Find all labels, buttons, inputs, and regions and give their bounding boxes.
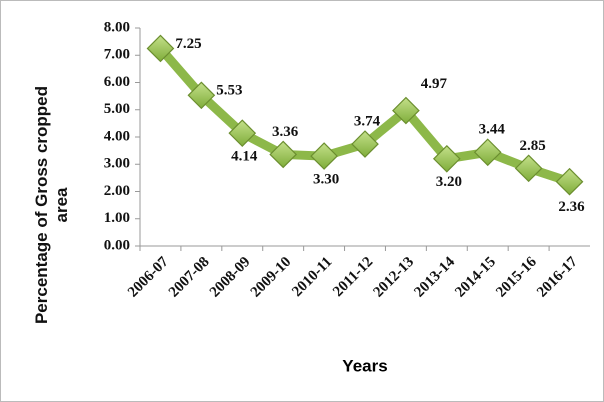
- x-tick-label: 2016-17: [534, 254, 581, 301]
- y-tick-label: 5.00: [104, 101, 130, 117]
- y-tick-label: 1.00: [104, 210, 130, 226]
- value-label: 7.25: [175, 36, 201, 52]
- value-label: 3.20: [436, 174, 462, 190]
- marker: [432, 144, 461, 173]
- y-tick-label: 4.00: [104, 128, 130, 144]
- marker: [187, 81, 216, 110]
- x-axis-title: Years: [342, 356, 387, 375]
- marker: [269, 140, 298, 169]
- value-label: 2.36: [558, 199, 585, 215]
- x-tick-label: 2008-09: [207, 254, 254, 301]
- value-label: 3.36: [272, 124, 299, 140]
- y-tick-label: 8.00: [104, 19, 130, 35]
- x-tick-label: 2010-11: [289, 254, 335, 300]
- value-label: 3.74: [354, 114, 381, 130]
- y-tick-label: 3.00: [104, 156, 130, 172]
- x-tick-label: 2009-10: [248, 254, 295, 301]
- marker: [351, 130, 379, 158]
- value-label: 2.85: [520, 138, 546, 154]
- y-tick-label: 0.00: [104, 237, 130, 253]
- marker: [473, 138, 502, 167]
- marker: [146, 34, 175, 63]
- y-tick-label: 2.00: [104, 183, 130, 199]
- x-tick-label: 2014-15: [452, 254, 499, 301]
- x-tick-label: 2011-12: [330, 254, 376, 300]
- value-label: 5.53: [216, 83, 242, 99]
- x-tick-label: 2012-13: [370, 254, 417, 301]
- value-label: 4.14: [231, 149, 258, 165]
- x-tick-label: 2006-07: [125, 254, 172, 301]
- marker: [228, 119, 257, 148]
- y-tick-label: 6.00: [104, 74, 130, 90]
- marker: [392, 96, 420, 125]
- x-tick-label: 2015-16: [493, 254, 540, 301]
- y-axis-title: Percentage of Gross cropped area: [32, 85, 71, 325]
- x-tick-label: 2007-08: [166, 254, 213, 301]
- value-label: 3.44: [479, 122, 506, 138]
- x-tick-label: 2013-14: [411, 254, 458, 301]
- y-tick-label: 7.00: [104, 47, 130, 63]
- value-label: 3.30: [313, 172, 339, 188]
- marker: [514, 154, 543, 183]
- marker: [555, 167, 584, 196]
- marker: [310, 142, 338, 170]
- value-label: 4.97: [421, 76, 448, 92]
